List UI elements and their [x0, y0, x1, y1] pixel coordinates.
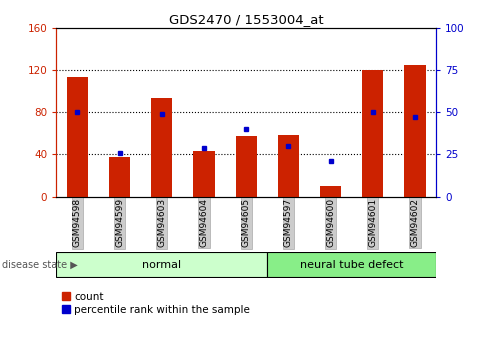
Text: neural tube defect: neural tube defect [300, 260, 403, 270]
Text: normal: normal [142, 260, 181, 270]
Text: GSM94604: GSM94604 [199, 198, 209, 247]
FancyBboxPatch shape [56, 253, 268, 277]
Legend: count, percentile rank within the sample: count, percentile rank within the sample [62, 292, 250, 315]
Bar [278, 135, 299, 197]
Text: GSM94601: GSM94601 [368, 198, 377, 247]
Bar [194, 151, 215, 197]
Bar [109, 157, 130, 197]
Text: disease state ▶: disease state ▶ [2, 260, 78, 270]
Text: GSM94597: GSM94597 [284, 198, 293, 247]
FancyBboxPatch shape [268, 253, 436, 277]
Bar [320, 186, 341, 197]
Text: GSM94600: GSM94600 [326, 198, 335, 247]
Title: GDS2470 / 1553004_at: GDS2470 / 1553004_at [169, 13, 323, 27]
Text: GSM94603: GSM94603 [157, 198, 166, 247]
Text: GSM94598: GSM94598 [73, 198, 82, 247]
Text: GSM94605: GSM94605 [242, 198, 251, 247]
Bar [236, 136, 257, 197]
Bar [151, 98, 172, 197]
Bar [362, 70, 383, 197]
Text: GSM94599: GSM94599 [115, 198, 124, 247]
Bar [67, 77, 88, 197]
Bar [404, 65, 425, 197]
Text: GSM94602: GSM94602 [411, 198, 419, 247]
